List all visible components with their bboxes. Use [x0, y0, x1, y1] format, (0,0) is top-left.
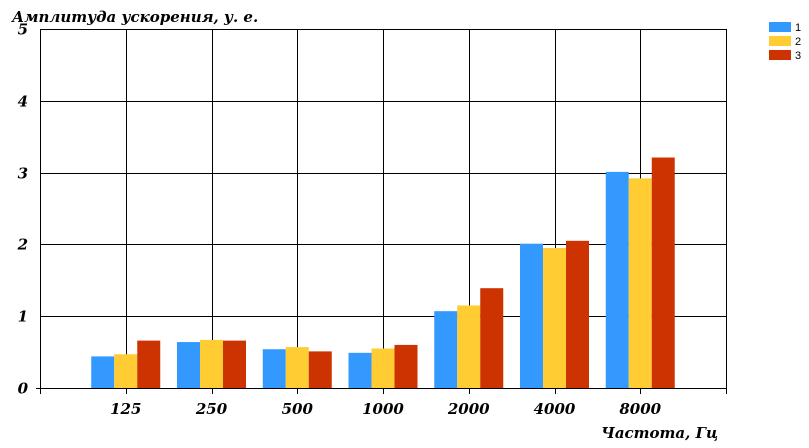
bar [114, 354, 138, 388]
legend: 1 2 3 [769, 22, 801, 62]
y-tick-label: 1 [18, 308, 28, 326]
grid-lines [40, 29, 726, 388]
legend-swatch [769, 50, 791, 60]
y-axis-title: Амплитуда ускорения, у. е. [11, 8, 258, 26]
bar [543, 247, 566, 388]
x-tick-label: 8000 [619, 400, 661, 418]
bar [308, 351, 332, 388]
bar [566, 240, 589, 388]
bar [371, 348, 395, 388]
bar [262, 349, 286, 388]
bar [434, 311, 458, 388]
bars [91, 157, 675, 388]
legend-swatch [769, 36, 791, 46]
y-tick-label: 3 [18, 165, 28, 183]
axes [36, 29, 727, 394]
legend-label: 3 [795, 50, 801, 62]
x-tick-label: 125 [110, 400, 141, 418]
y-tick-label: 2 [17, 236, 28, 254]
y-tick-label: 5 [18, 21, 28, 39]
legend-label: 1 [795, 22, 801, 34]
x-axis-title: Частота, Гц [601, 424, 718, 442]
legend-label: 2 [795, 36, 801, 48]
x-tick-labels: 125 250 500 1000 2000 4000 8000 [110, 400, 662, 418]
bar [137, 340, 161, 388]
x-tick-label: 250 [195, 400, 228, 418]
x-tick-label: 2000 [447, 400, 490, 418]
bar [91, 356, 115, 388]
x-tick-label: 4000 [534, 400, 576, 418]
bar [200, 339, 223, 388]
y-tick-label: 0 [18, 380, 29, 398]
x-tick-label: 1000 [362, 400, 404, 418]
bar [480, 288, 504, 388]
bar [628, 178, 652, 388]
bar [285, 347, 309, 388]
bar [348, 352, 372, 388]
bar [394, 344, 418, 388]
x-tick-label: 500 [282, 400, 314, 418]
y-tick-label: 4 [18, 93, 28, 111]
bar [223, 340, 246, 388]
bar [177, 342, 200, 388]
legend-swatch [769, 22, 791, 32]
bar [605, 171, 629, 388]
bar [651, 157, 675, 388]
bar [520, 243, 543, 388]
y-tick-labels: 0 1 2 3 4 5 [17, 21, 29, 398]
bar [457, 305, 481, 388]
